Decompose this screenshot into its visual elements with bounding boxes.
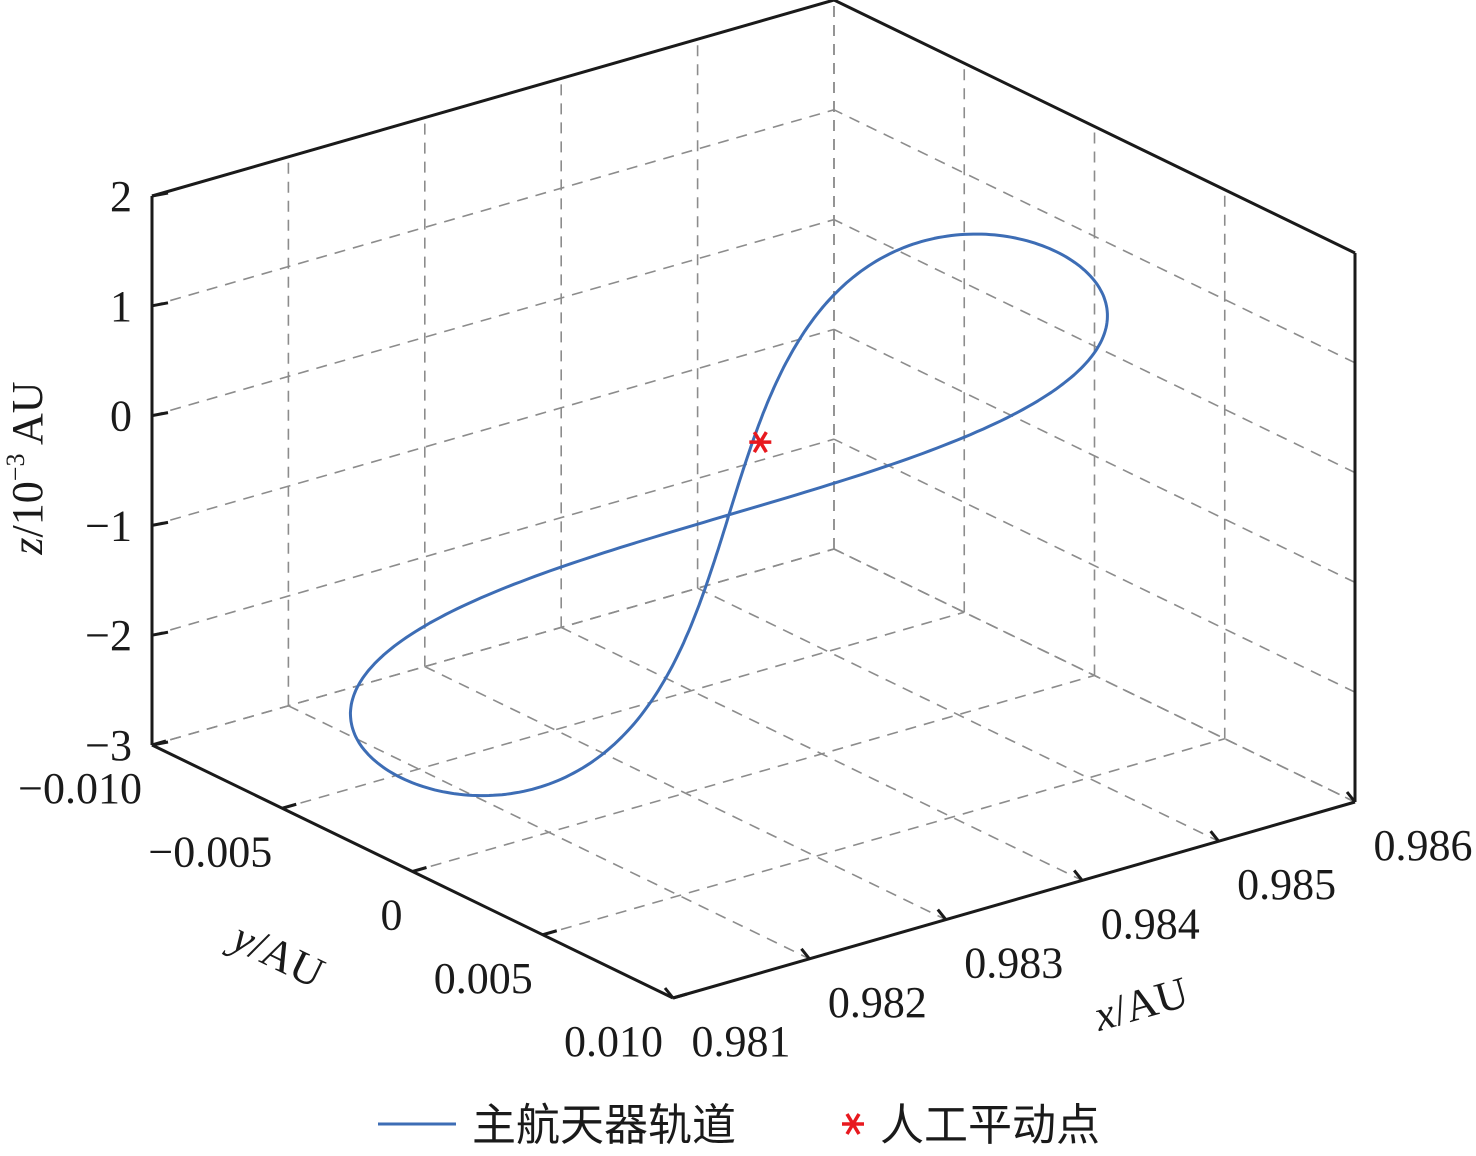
x-tick-label: 0.981 <box>692 1017 791 1066</box>
grid-line-floor-x <box>424 665 947 921</box>
z-tick-label: −1 <box>85 501 132 550</box>
x-tick-mark <box>1073 869 1084 882</box>
trajectory-line <box>348 232 1109 798</box>
z-tick-label: 1 <box>110 282 132 331</box>
x-tick-label: 0.985 <box>1237 860 1336 909</box>
grid-line-floor-y <box>542 737 1225 936</box>
y-tick-label: 0.005 <box>434 954 533 1003</box>
z-tick-label: −2 <box>85 611 132 660</box>
x-tick-mark <box>936 908 947 921</box>
y-tick-mark <box>281 802 297 810</box>
x-tick-label: 0.983 <box>964 939 1063 988</box>
grid-line-sidewall-z <box>833 328 1356 584</box>
y-tick-label: −0.010 <box>18 764 142 813</box>
z-tick-mark <box>151 740 169 747</box>
y-tick-mark <box>672 992 688 1000</box>
x-tick-label: 0.986 <box>1374 821 1473 870</box>
x-tick-label: 0.982 <box>828 978 927 1027</box>
x-axis-line <box>672 800 1356 1000</box>
x-tick-mark <box>663 987 675 999</box>
grid-line-backwall-z <box>151 548 835 746</box>
grid-line-floor-x <box>697 587 1219 842</box>
z-tick-mark <box>151 191 169 198</box>
tick-labels: 0.981 0.982 0.983 0.984 0.985 0.986 0.010 0.005… <box>18 172 1472 1066</box>
libration-point-marker <box>749 431 772 454</box>
x-tick-label: 0.984 <box>1101 899 1200 948</box>
axes-box <box>150 0 1357 1000</box>
legend: 主航天器轨道 人工平动点 <box>378 1100 1100 1151</box>
x-axis-label: x/AU <box>1087 967 1193 1041</box>
series-layer <box>348 232 1109 798</box>
z-tick-mark <box>151 520 169 527</box>
legend-asterisk-swatch <box>842 1113 864 1135</box>
z-tick-label: −3 <box>85 721 132 770</box>
grid-line-backwall-z <box>151 109 835 307</box>
y-axis-label: y/AU <box>221 910 332 998</box>
x-tick-mark <box>1209 830 1220 843</box>
grid-line-floor-y <box>282 611 965 810</box>
legend-label-libration-point: 人工平动点 <box>880 1100 1100 1151</box>
grid-line-backwall-z <box>151 218 835 417</box>
y-tick-mark <box>542 929 558 937</box>
grid-line-floor-y <box>412 674 1095 873</box>
legend-label-trajectory: 主航天器轨道 <box>472 1100 736 1151</box>
y-tick-mark <box>412 866 427 873</box>
grid-lines <box>151 0 1356 999</box>
y-tick-label: 0 <box>381 891 403 940</box>
y-tick-label: −0.005 <box>148 827 272 876</box>
z-tick-label: 0 <box>110 392 132 441</box>
box-top-back-edge <box>151 0 835 198</box>
grid-line-sidewall-z <box>833 109 1356 364</box>
grid-line-sidewall-z <box>833 548 1356 803</box>
z-tick-mark <box>151 301 169 308</box>
x-tick-mark <box>800 947 811 960</box>
grid-line-sidewall-z <box>833 218 1356 474</box>
y-tick-label: 0.010 <box>564 1017 663 1066</box>
grid-line-backwall-z <box>151 328 835 527</box>
grid-line-sidewall-z <box>833 438 1356 693</box>
z-tick-mark <box>151 411 169 418</box>
x-tick-mark <box>1345 791 1357 803</box>
grid-line-backwall-z <box>151 438 835 636</box>
z-axis-label: z/10−3 AU <box>1 381 52 555</box>
box-top-right-edge <box>833 0 1356 255</box>
grid-line-floor-y <box>151 548 835 746</box>
z-tick-mark <box>151 630 169 637</box>
z-tick-label: 2 <box>110 172 132 221</box>
